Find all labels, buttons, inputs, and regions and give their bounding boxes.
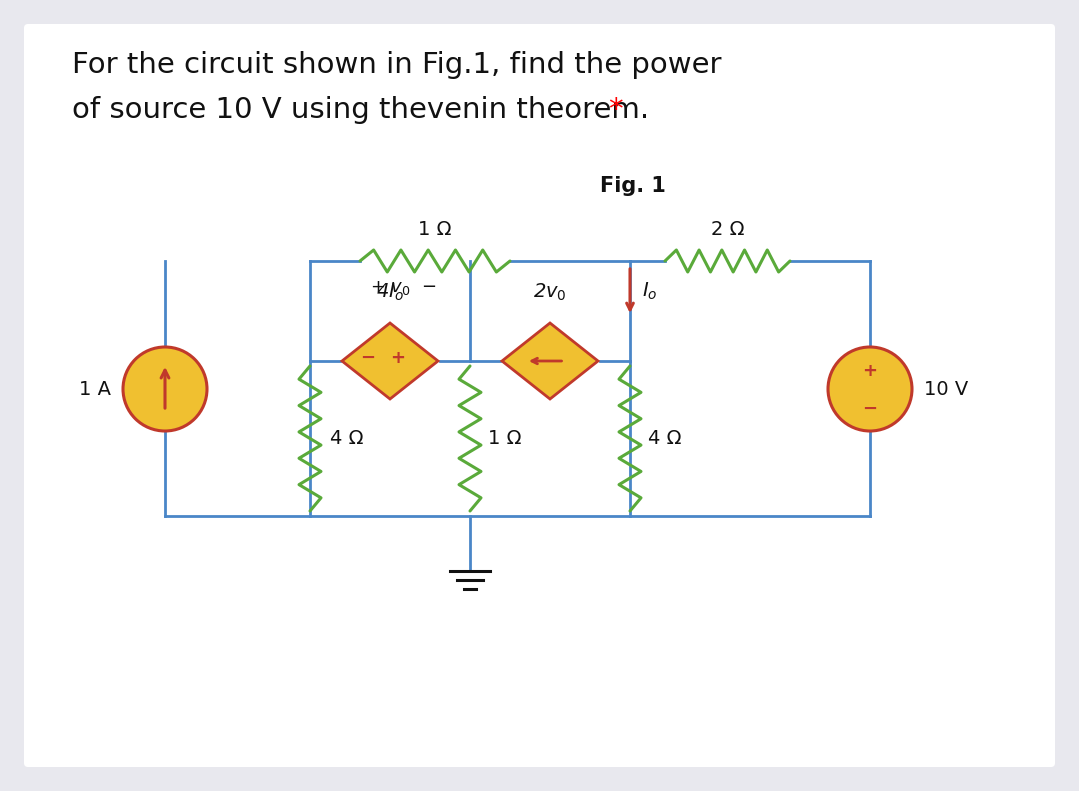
Polygon shape: [342, 323, 438, 399]
Circle shape: [828, 347, 912, 431]
Text: −: −: [862, 400, 877, 418]
Text: + $v_0$  −: + $v_0$ −: [370, 279, 437, 297]
Text: For the circuit shown in Fig.1, find the power: For the circuit shown in Fig.1, find the…: [72, 51, 722, 79]
Text: 1 Ω: 1 Ω: [419, 220, 452, 239]
Text: 1 A: 1 A: [79, 380, 111, 399]
Text: 4 Ω: 4 Ω: [648, 429, 682, 448]
Text: −: −: [360, 349, 375, 367]
Text: 1 Ω: 1 Ω: [488, 429, 521, 448]
Text: 2$v_0$: 2$v_0$: [533, 282, 566, 303]
Text: *: *: [607, 96, 623, 124]
Text: +: +: [391, 349, 406, 367]
Text: of source 10 V using thevenin theorem.: of source 10 V using thevenin theorem.: [72, 96, 650, 124]
Text: Fig. 1: Fig. 1: [600, 176, 666, 196]
Text: 2 Ω: 2 Ω: [711, 220, 745, 239]
Text: +: +: [862, 362, 877, 380]
Text: 4 Ω: 4 Ω: [330, 429, 364, 448]
FancyBboxPatch shape: [24, 24, 1055, 767]
Circle shape: [123, 347, 207, 431]
Polygon shape: [502, 323, 598, 399]
Text: $I_o$: $I_o$: [642, 280, 657, 301]
Text: 10 V: 10 V: [924, 380, 968, 399]
Text: 4$I_o$: 4$I_o$: [377, 282, 404, 303]
